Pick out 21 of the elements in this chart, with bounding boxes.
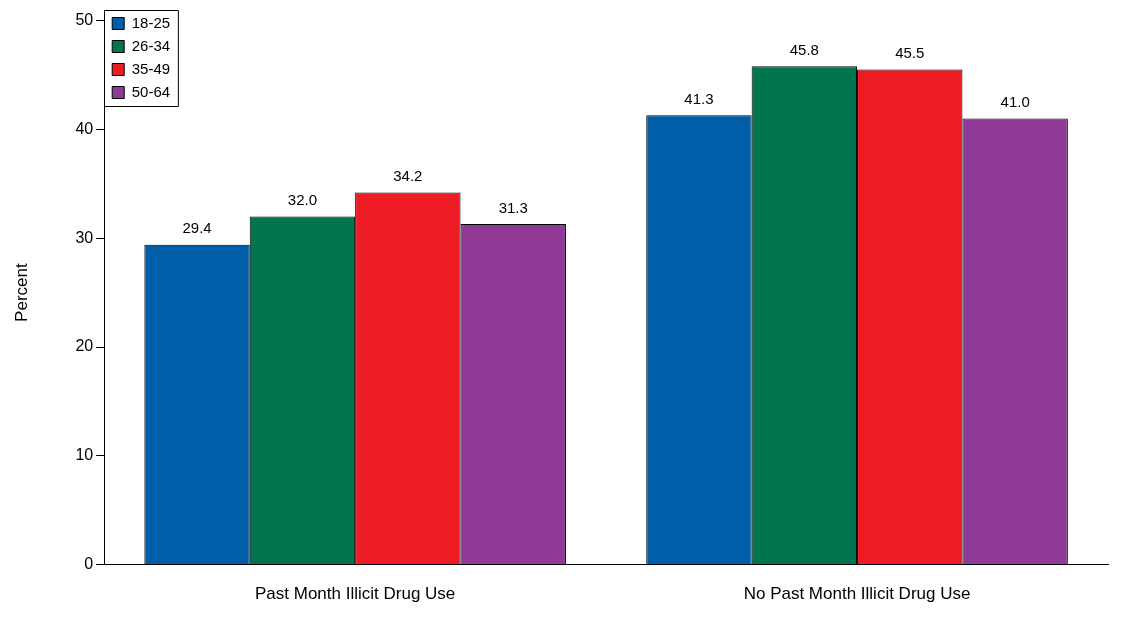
legend-label: 18-25 bbox=[131, 13, 171, 31]
legend-label: 26-34 bbox=[131, 36, 171, 54]
x-tick-label: No Past Month Illicit Drug Use bbox=[743, 584, 971, 604]
data-label: 41.0 bbox=[1000, 93, 1030, 111]
data-label: 41.3 bbox=[684, 89, 714, 107]
y-tick-label: 20 bbox=[75, 337, 94, 355]
y-tick-label: 30 bbox=[75, 228, 94, 246]
y-tick-label: 50 bbox=[75, 11, 94, 29]
data-label: 31.3 bbox=[498, 198, 528, 216]
data-label: 32.0 bbox=[287, 191, 318, 209]
legend-label: 50-64 bbox=[131, 82, 171, 100]
data-label: 45.8 bbox=[789, 40, 819, 58]
y-axis-title: Percent bbox=[11, 263, 31, 322]
y-tick-label: 10 bbox=[75, 446, 94, 464]
data-label: 29.4 bbox=[182, 219, 212, 237]
y-tick-label: 0 bbox=[84, 555, 94, 573]
data-label: 34.2 bbox=[393, 167, 423, 185]
legend-label: 35-49 bbox=[131, 59, 171, 77]
y-tick-label: 40 bbox=[75, 119, 94, 137]
data-label: 45.5 bbox=[895, 44, 925, 62]
x-tick-label: Past Month Illicit Drug Use bbox=[255, 584, 456, 604]
